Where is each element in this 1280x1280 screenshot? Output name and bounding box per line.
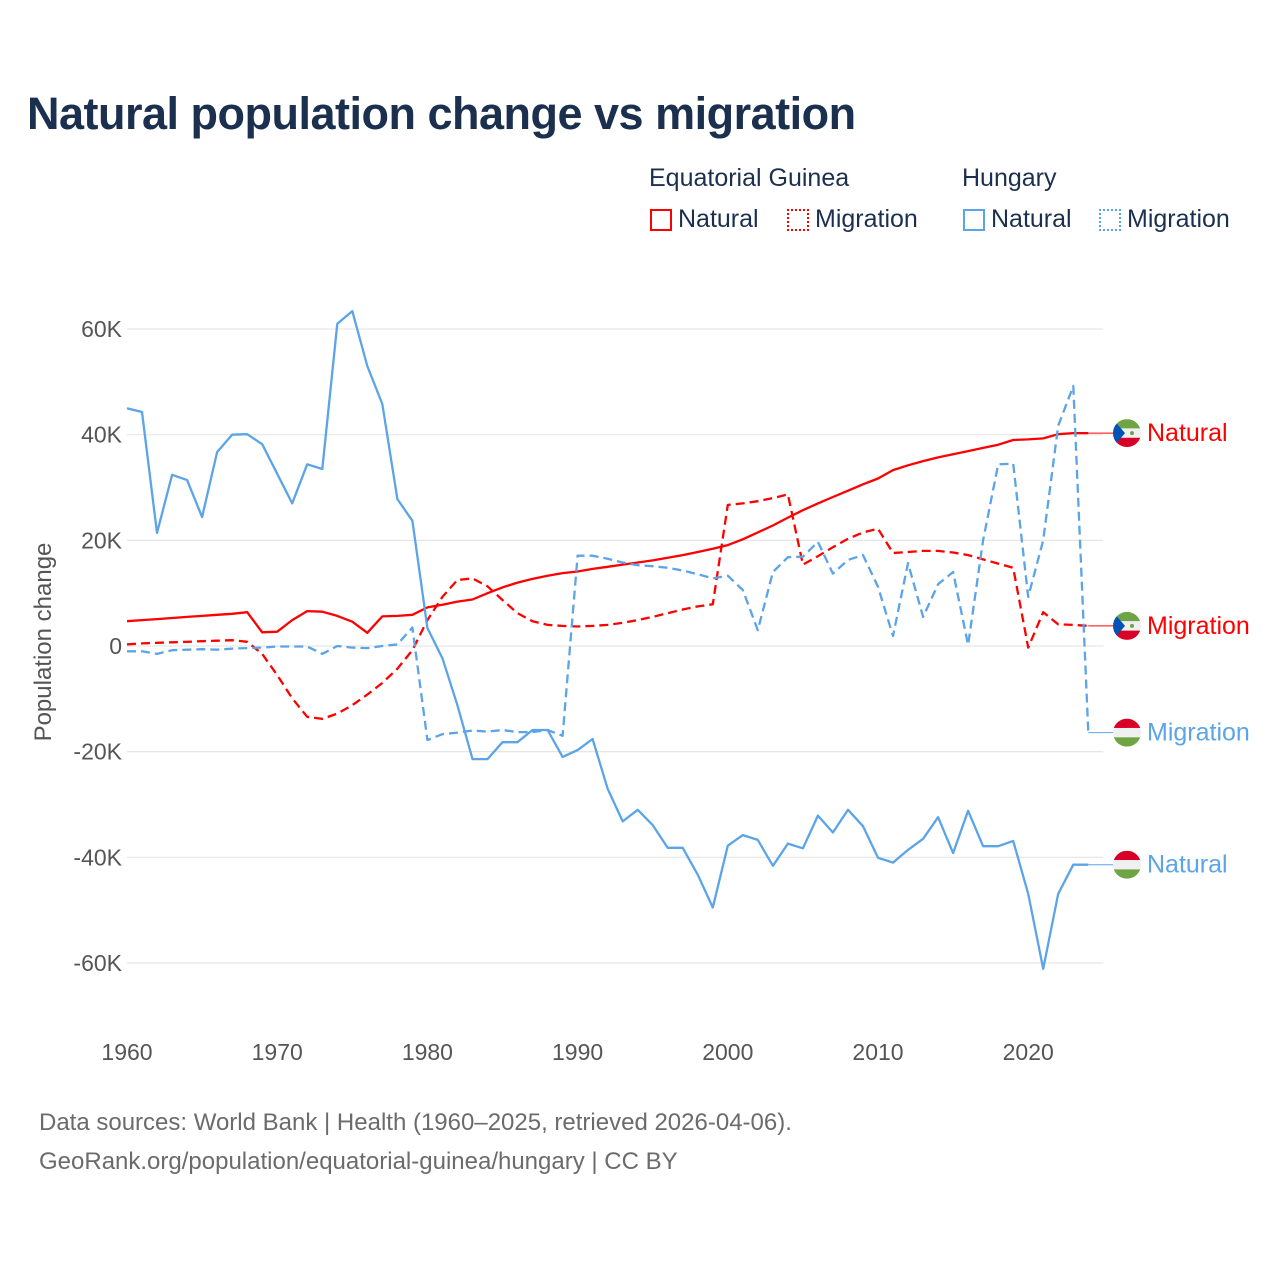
- legend-label: Natural: [678, 205, 759, 233]
- x-tick-label: 1980: [402, 1039, 453, 1065]
- series-end-label: Natural: [1147, 419, 1228, 447]
- chart-title: Natural population change vs migration: [27, 88, 856, 139]
- x-tick-label: 2010: [852, 1039, 903, 1065]
- legend-eg-natural[interactable]: Natural: [650, 205, 759, 234]
- legend-eg-migration[interactable]: Migration: [787, 205, 918, 234]
- y-tick-label: -60K: [73, 950, 122, 976]
- y-tick-label: 20K: [81, 527, 123, 553]
- series-line-equatorial-guinea-natural: [126, 431, 1089, 634]
- legend-country-hungary: Hungary: [962, 164, 1057, 192]
- series-line-hungary-migration: [127, 384, 1090, 742]
- y-tick-label: 0: [109, 633, 122, 659]
- legend-label: Migration: [815, 205, 918, 233]
- y-tick-label: 40K: [81, 422, 123, 448]
- x-tick-label: 1960: [101, 1039, 152, 1065]
- series-end-label: Migration: [1147, 719, 1250, 747]
- y-axis-label: Population change: [30, 543, 57, 742]
- legend-hu-natural[interactable]: Natural: [963, 205, 1072, 234]
- legend-swatch-dotted: [787, 208, 809, 231]
- hungary-flag-icon: [1113, 718, 1141, 747]
- legend-hu-migration[interactable]: Migration: [1099, 205, 1230, 234]
- legend-label: Natural: [991, 205, 1072, 233]
- y-tick-label: -20K: [73, 739, 122, 765]
- footer-sources: Data sources: World Bank | Health (1960–…: [39, 1109, 792, 1136]
- x-tick-label: 1970: [252, 1039, 303, 1065]
- x-tick-label: 2020: [1003, 1039, 1054, 1065]
- series-line-equatorial-guinea-migration: [126, 493, 1089, 721]
- footer-link[interactable]: GeoRank.org/population/equatorial-guinea…: [39, 1148, 678, 1175]
- y-tick-label: -40K: [73, 844, 122, 870]
- series-end-label: Migration: [1147, 612, 1250, 640]
- legend-label: Migration: [1127, 205, 1230, 233]
- legend-swatch-solid: [650, 208, 672, 231]
- legend-swatch-solid: [963, 208, 985, 231]
- x-tick-label: 1990: [552, 1039, 603, 1065]
- equatorial-guinea-flag-icon: [1113, 611, 1141, 640]
- equatorial-guinea-flag-icon: [1113, 419, 1141, 448]
- legend-swatch-dotted: [1099, 208, 1121, 231]
- x-tick-label: 2000: [702, 1039, 753, 1065]
- hungary-flag-icon: [1113, 850, 1141, 879]
- legend-country-equatorial-guinea: Equatorial Guinea: [649, 164, 850, 192]
- y-tick-label: 60K: [81, 316, 123, 342]
- series-line-hungary-natural: [126, 309, 1089, 970]
- series-end-label: Natural: [1147, 851, 1228, 879]
